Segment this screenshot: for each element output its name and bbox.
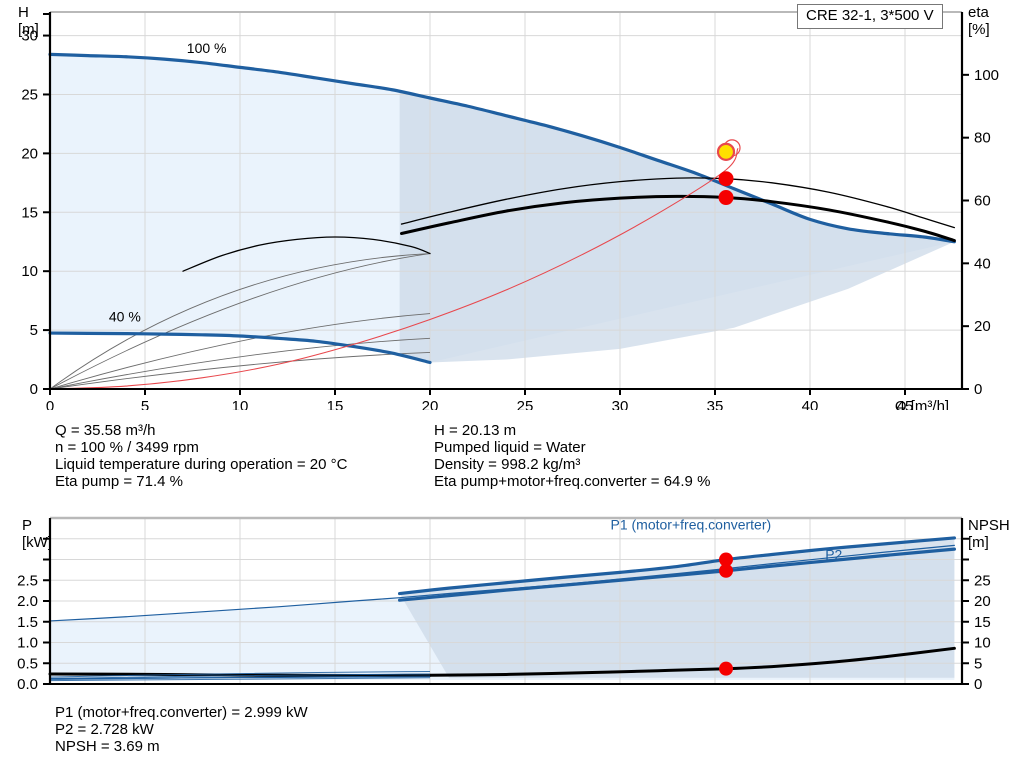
svg-text:0: 0 xyxy=(974,381,982,398)
svg-text:25: 25 xyxy=(974,572,991,589)
svg-text:15: 15 xyxy=(974,614,991,631)
svg-text:30: 30 xyxy=(21,28,38,45)
svg-text:20: 20 xyxy=(974,318,991,335)
info-p2: P2 = 2.728 kW xyxy=(55,721,154,738)
axis-title-h: H [m] xyxy=(18,4,39,38)
svg-text:1.0: 1.0 xyxy=(17,635,38,652)
svg-text:15: 15 xyxy=(21,204,38,221)
info-density: Density = 998.2 kg/m³ xyxy=(434,456,581,473)
svg-text:35: 35 xyxy=(707,398,724,410)
svg-text:0: 0 xyxy=(46,398,54,410)
power-annotation-1: P2 xyxy=(825,547,842,563)
svg-text:10: 10 xyxy=(21,263,38,280)
svg-text:60: 60 xyxy=(974,193,991,210)
svg-text:5: 5 xyxy=(30,322,38,339)
info-top-right: H = 20.13 m Pumped liquid = Water Densit… xyxy=(434,422,710,490)
axis-title-eta: eta [%] xyxy=(968,4,990,38)
svg-text:20: 20 xyxy=(21,145,38,162)
info-bottom: P1 (motor+freq.converter) = 2.999 kW P2 … xyxy=(55,704,308,755)
power-npsh-chart: 0.0 0.5 1.0 1.5 2.0 2.5 0 5 10 15 20 25 P1 (motor+fr… xyxy=(17,517,991,693)
svg-text:20: 20 xyxy=(974,593,991,610)
svg-text:5: 5 xyxy=(974,655,982,672)
head-efficiency-chart: 0 5 10 15 20 25 30 0 20 40 60 80 100 0 5 10 15 20 25 30 35 40… xyxy=(21,11,999,410)
info-eta-pump: Eta pump = 71.4 % xyxy=(55,473,183,490)
curve-annotation-1: 40 % xyxy=(109,308,141,324)
svg-text:45: 45 xyxy=(897,398,914,410)
svg-text:25: 25 xyxy=(21,86,38,103)
info-h: H = 20.13 m xyxy=(434,422,517,439)
svg-text:40: 40 xyxy=(974,255,991,272)
svg-text:40: 40 xyxy=(802,398,819,410)
svg-text:30: 30 xyxy=(612,398,629,410)
svg-text:80: 80 xyxy=(974,130,991,147)
svg-text:0.5: 0.5 xyxy=(17,655,38,672)
info-eta-total: Eta pump+motor+freq.converter = 64.9 % xyxy=(434,473,711,490)
info-p1: P1 (motor+freq.converter) = 2.999 kW xyxy=(55,704,308,721)
curve-annotation-0: 100 % xyxy=(187,40,227,56)
svg-text:Q [m³/h]: Q [m³/h] xyxy=(895,398,949,410)
svg-text:15: 15 xyxy=(327,398,344,410)
svg-text:0: 0 xyxy=(30,381,38,398)
info-top-left: Q = 35.58 m³/h n = 100 % / 3499 rpm Liqu… xyxy=(55,422,347,490)
svg-text:25: 25 xyxy=(517,398,534,410)
svg-text:1.5: 1.5 xyxy=(17,614,38,631)
svg-text:20: 20 xyxy=(422,398,439,410)
power-annotation-0: P1 (motor+freq.converter) xyxy=(611,517,772,533)
info-npsh: NPSH = 3.69 m xyxy=(55,738,160,755)
axis-title-p: P [kW] xyxy=(22,517,52,551)
info-q: Q = 35.58 m³/h xyxy=(55,422,156,439)
svg-text:0: 0 xyxy=(974,676,982,693)
model-label-box: CRE 32-1, 3*500 V xyxy=(797,4,943,29)
info-pumped-liquid: Pumped liquid = Water xyxy=(434,439,586,456)
svg-text:2.5: 2.5 xyxy=(17,572,38,589)
info-liquid-temp: Liquid temperature during operation = 20… xyxy=(55,456,348,473)
axis-title-npsh: NPSH [m] xyxy=(968,517,1010,551)
svg-text:0.0: 0.0 xyxy=(17,676,38,693)
info-speed: n = 100 % / 3499 rpm xyxy=(55,439,199,456)
svg-text:100: 100 xyxy=(974,67,999,84)
svg-text:10: 10 xyxy=(232,398,249,410)
svg-text:5: 5 xyxy=(141,398,149,410)
svg-text:2.0: 2.0 xyxy=(17,593,38,610)
svg-text:10: 10 xyxy=(974,635,991,652)
